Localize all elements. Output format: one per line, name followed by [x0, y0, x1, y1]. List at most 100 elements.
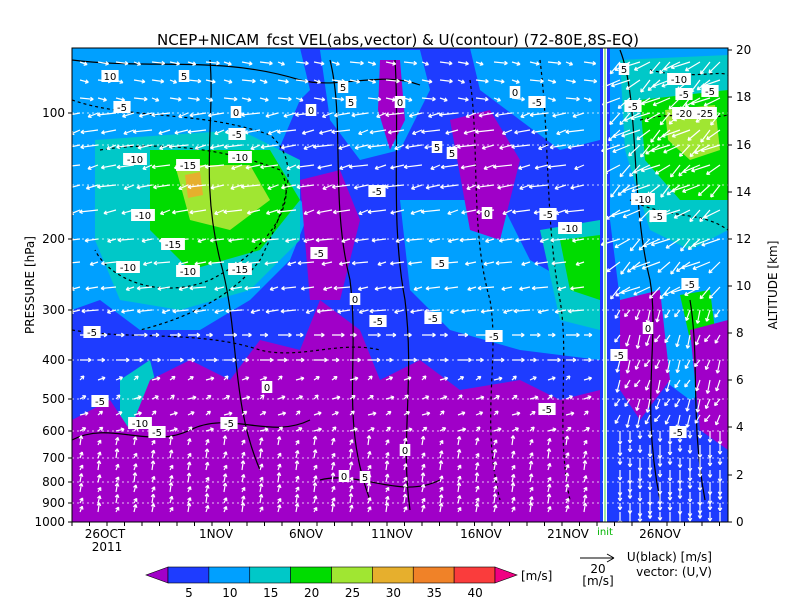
wind-vector [445, 129, 459, 135]
svg-text:-5: -5 [705, 87, 715, 98]
wind-vector [277, 426, 284, 432]
wind-vector [704, 334, 711, 343]
wind-vector [503, 309, 513, 315]
svg-text:-20: -20 [676, 109, 692, 120]
wind-vector [624, 309, 631, 318]
y-right-tick-label: 18 [736, 90, 751, 104]
y-right-axis [728, 49, 732, 523]
wind-vector [385, 112, 405, 118]
svg-text:-5: -5 [95, 397, 105, 408]
shade-magenta-upper [450, 110, 520, 240]
contour-label: -25 [693, 107, 717, 120]
wind-vector [531, 129, 549, 135]
wind-vector [367, 506, 372, 513]
wind-vector [259, 394, 265, 400]
wind-vector [316, 308, 333, 314]
wind-vector [647, 512, 653, 519]
wind-vector [107, 238, 117, 244]
y-right-tick-label: 6 [736, 373, 744, 387]
wind-vector [547, 60, 562, 66]
svg-text:-5: -5 [232, 130, 242, 141]
wind-vector [652, 97, 671, 107]
wind-vector [385, 61, 397, 66]
wind-vector [151, 376, 161, 381]
x-tick-label: 26OCT [85, 527, 126, 541]
contour-label: 5 [431, 141, 443, 154]
wind-vector [374, 286, 387, 291]
wind-vector [621, 184, 641, 193]
wind-vector [394, 144, 405, 151]
wind-vector [116, 357, 130, 363]
wind-vector [647, 470, 653, 478]
wind-vector [189, 209, 207, 215]
wind-vector [294, 493, 300, 504]
wind-vector [101, 260, 117, 266]
wind-vector [385, 395, 395, 400]
wind-vector [283, 112, 297, 118]
wind-vector [313, 61, 325, 66]
wind-vector [697, 184, 711, 197]
y-right-tick-label: 16 [736, 138, 751, 152]
wind-vector [313, 464, 318, 471]
wind-vector [189, 112, 207, 118]
wind-vector [546, 448, 552, 459]
wind-vector [367, 96, 382, 102]
wind-vector [519, 184, 531, 191]
wind-vector [187, 61, 197, 66]
wind-vector [422, 357, 432, 363]
wind-vector [114, 436, 120, 446]
wind-vector [650, 238, 671, 247]
wind-vector [402, 483, 408, 493]
wind-vector [582, 502, 588, 513]
y-right-tick-label: 4 [736, 420, 744, 434]
wind-vector [447, 238, 459, 243]
wind-vector [510, 473, 516, 483]
wind-vector [421, 96, 436, 102]
wind-vector [644, 359, 651, 368]
wind-vector [348, 493, 354, 504]
wind-vector [386, 332, 397, 338]
wind-vector [511, 96, 525, 102]
wind-vector [687, 470, 693, 482]
wind-vector [319, 129, 333, 135]
wind-vector [476, 357, 484, 363]
wind-vector [187, 486, 192, 493]
svg-text:-5: -5 [653, 212, 663, 223]
wind-vector [403, 463, 408, 471]
wind-vector [612, 144, 631, 154]
wind-vector [259, 476, 264, 483]
wind-vector [231, 164, 243, 171]
svg-text:0: 0 [352, 295, 358, 306]
wind-vector [132, 504, 138, 513]
wind-vector [169, 375, 176, 381]
svg-text:-10: -10 [135, 211, 151, 222]
wind-vector [635, 334, 641, 349]
wind-vector [333, 112, 351, 118]
wind-vector [635, 398, 641, 411]
wind-vector [700, 129, 711, 143]
wind-vector [530, 332, 541, 338]
wind-vector [671, 184, 691, 193]
wind-vector [529, 410, 536, 416]
svg-text:-15: -15 [165, 240, 181, 251]
wind-vector [645, 398, 651, 413]
wind-vector [330, 502, 336, 513]
wind-vector [295, 376, 305, 381]
wind-vector [649, 61, 661, 75]
wind-vector [630, 112, 651, 121]
wind-vector [694, 414, 701, 424]
wind-vector [209, 144, 225, 150]
wind-vector [493, 427, 502, 432]
svg-text:10: 10 [104, 72, 117, 83]
contour-label: -5 [83, 326, 101, 339]
wind-vector [694, 359, 701, 368]
wind-vector [296, 184, 315, 190]
wind-vector [241, 61, 253, 66]
wind-vector [564, 472, 570, 483]
wind-vector [241, 78, 256, 84]
svg-text:-5: -5 [628, 102, 638, 113]
wind-vector [654, 334, 661, 343]
wind-vector [258, 493, 264, 504]
wind-vector [214, 209, 225, 216]
wind-vector [650, 144, 671, 153]
